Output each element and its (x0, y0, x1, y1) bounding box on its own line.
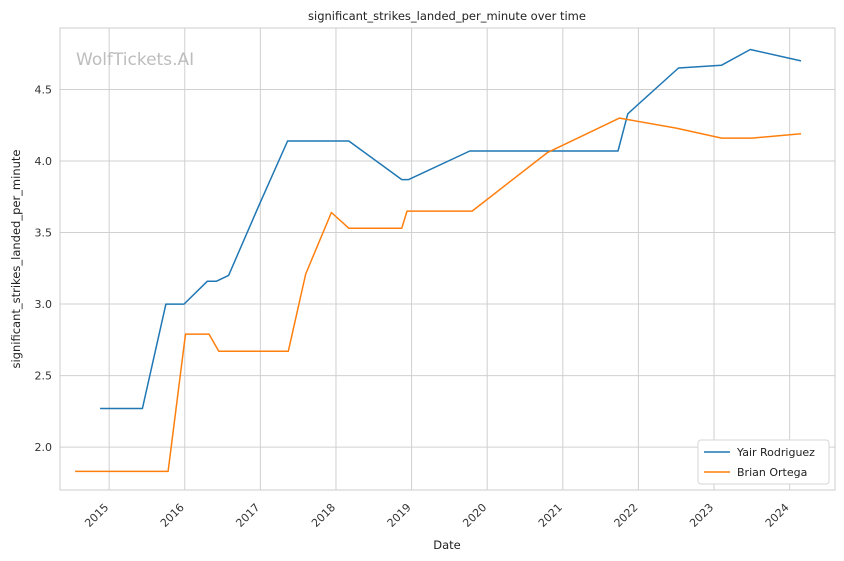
legend-box (697, 439, 830, 485)
y-tick-label: 2.5 (35, 370, 53, 383)
x-tick-label: 2023 (687, 501, 716, 530)
legend: Yair Rodriguez Brian Ortega (697, 439, 830, 485)
y-tick-label: 4.0 (35, 155, 53, 168)
x-tick-label: 2020 (460, 501, 489, 530)
y-gridlines (60, 89, 835, 448)
x-gridlines (108, 28, 791, 490)
y-tick-label: 2.0 (35, 441, 53, 454)
y-tick-label: 3.5 (35, 227, 53, 240)
legend-label-yair-rodriguez: Yair Rodriguez (736, 446, 815, 459)
y-axis-title: significant_strikes_landed_per_minute (9, 150, 23, 369)
x-axis-title: Date (433, 538, 461, 552)
y-tick-label: 3.0 (35, 298, 53, 311)
x-tick-label: 2017 (233, 501, 262, 530)
x-tick-label: 2021 (536, 501, 565, 530)
x-tick-label: 2018 (309, 501, 338, 530)
y-tick-label: 4.5 (35, 84, 53, 97)
y-tick-labels: 2.0 2.5 3.0 3.5 4.0 4.5 (35, 84, 53, 455)
series-line-yair-rodriguez (100, 48, 802, 410)
x-tick-label: 2022 (612, 501, 641, 530)
legend-label-brian-ortega: Brian Ortega (737, 466, 807, 479)
plot-frame (59, 27, 836, 491)
chart-title: significant_strikes_landed_per_minute ov… (308, 9, 586, 23)
x-tick-label: 2015 (82, 501, 111, 530)
series-line-brian-ortega (75, 117, 802, 473)
x-tick-labels: 2015 2016 2017 2018 2019 2020 2021 2022 2023 2024 (82, 501, 791, 530)
x-tick-label: 2016 (158, 501, 187, 530)
watermark: WolfTickets.AI (76, 50, 194, 70)
x-tick-label: 2024 (763, 501, 792, 530)
x-tick-label: 2019 (385, 501, 414, 530)
series-lines (75, 48, 802, 473)
